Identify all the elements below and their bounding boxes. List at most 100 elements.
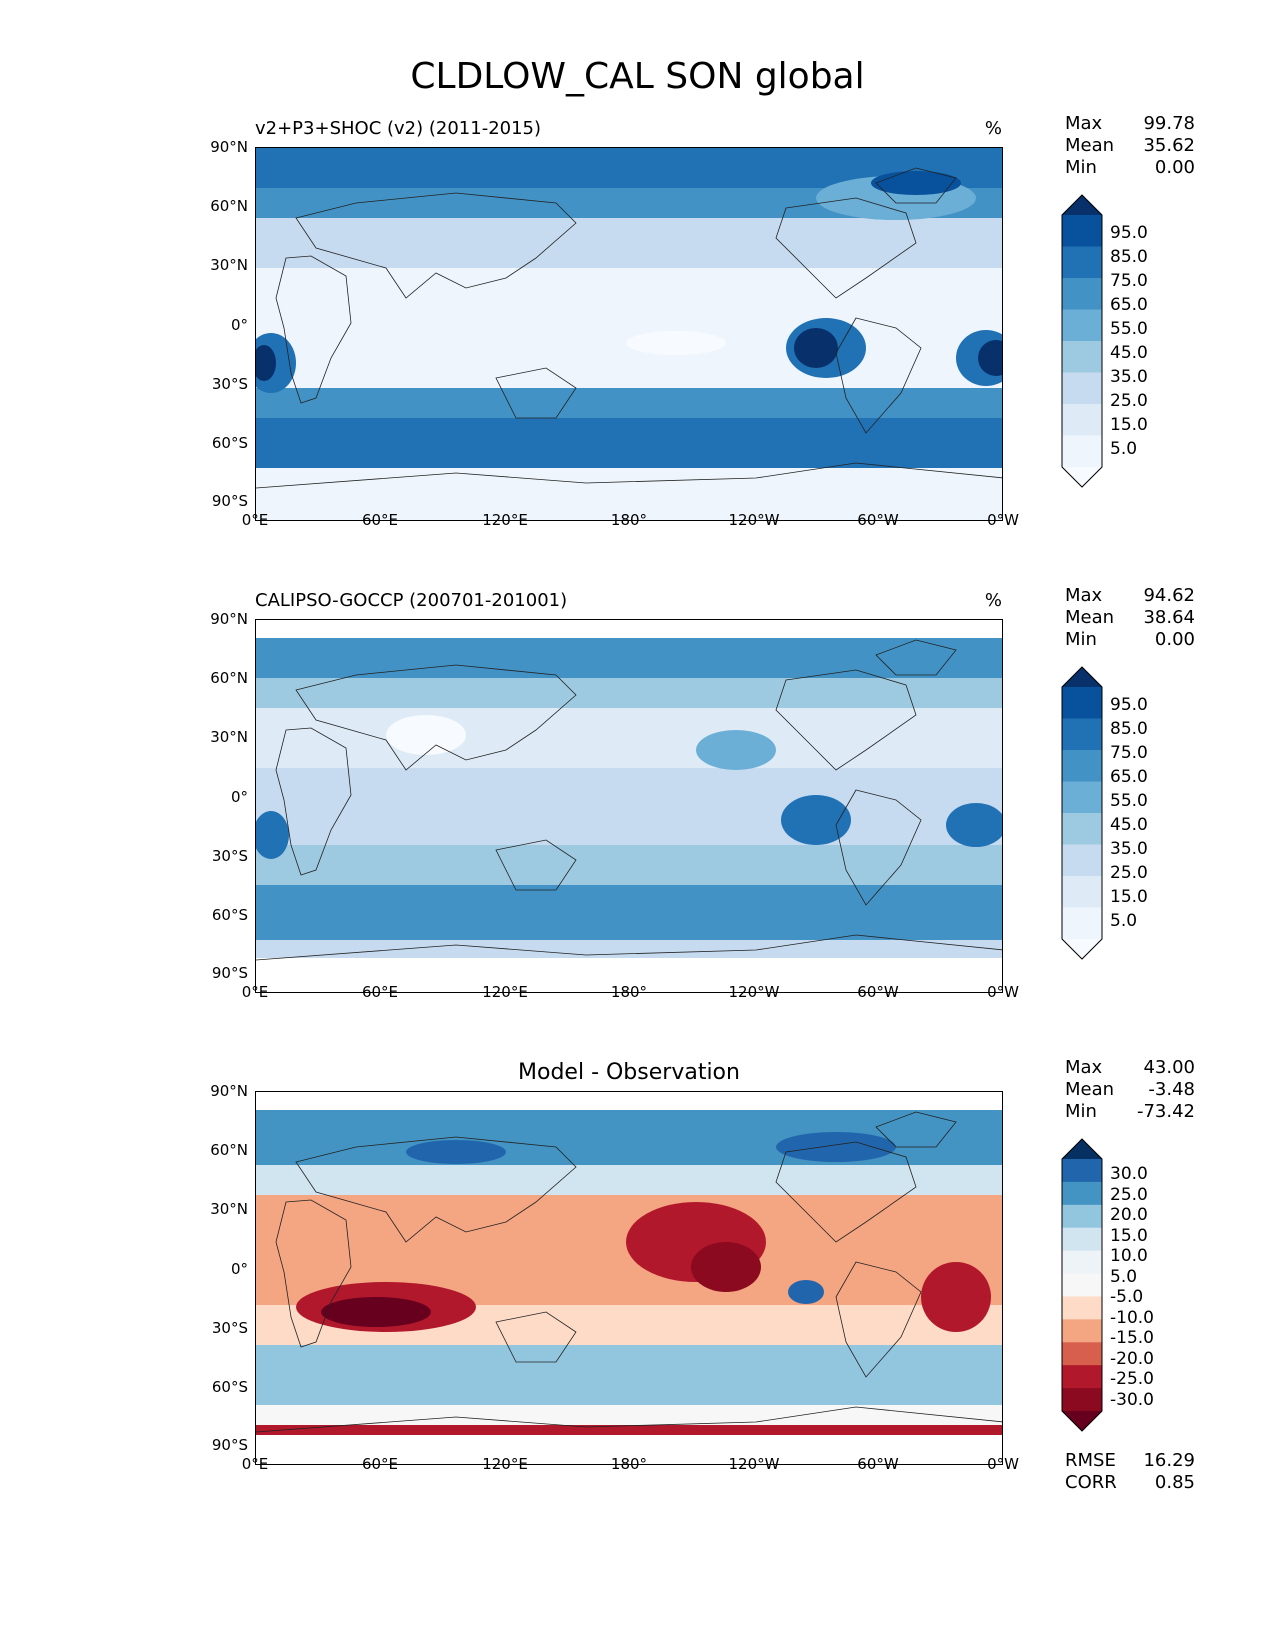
colorbar-segment	[1062, 907, 1102, 940]
stat-min: 0.00	[1154, 629, 1195, 650]
colorbar-label: 5.0	[1110, 439, 1138, 459]
colorbar-segment	[1062, 1342, 1102, 1366]
colorbar-label: 75.0	[1110, 271, 1148, 291]
lat-tick: 90°N	[210, 610, 248, 628]
colorbar-segment	[1062, 1273, 1102, 1297]
colorbar-extend-min	[1062, 467, 1102, 487]
colorbar-label: 45.0	[1110, 343, 1148, 363]
colorbar-label: 15.0	[1110, 1226, 1148, 1246]
units-label: %	[984, 118, 1002, 139]
colorbar-segment	[1062, 1296, 1102, 1320]
colorbar-extend-min	[1062, 1411, 1102, 1431]
colorbar-label: -20.0	[1110, 1349, 1154, 1369]
stat-mean: -3.48	[1148, 1079, 1195, 1100]
colorbar-label: 5.0	[1110, 911, 1138, 931]
lat-tick: 30°N	[210, 256, 248, 274]
colorbar-segment	[1062, 813, 1102, 845]
colorbar-diff	[1061, 1138, 1103, 1432]
lon-tick: 0°E	[241, 511, 269, 529]
panel-diff: Model - Observation	[0, 0, 1275, 1493]
colorbar-label: 75.0	[1110, 743, 1148, 763]
stat-min: -73.42	[1136, 1101, 1195, 1122]
lon-tick: 60°E	[361, 511, 399, 529]
lon-tick: 180°	[610, 511, 648, 529]
colorbar-label: 5.0	[1110, 1267, 1138, 1287]
colorbar-label: -30.0	[1110, 1390, 1154, 1410]
lat-tick: 30°S	[211, 847, 248, 865]
lat-tick: 90°N	[210, 1082, 248, 1100]
colorbar-label: 25.0	[1110, 1185, 1148, 1205]
lon-tick: 0°W	[987, 511, 1019, 529]
lon-tick: 0°E	[241, 1455, 269, 1473]
colorbar-extend-max	[1062, 195, 1102, 215]
stat-max: 94.62	[1143, 585, 1195, 606]
stat-mean: 38.64	[1143, 607, 1195, 628]
rmse-value: 16.29	[1143, 1450, 1195, 1471]
stat-max: 99.78	[1143, 113, 1195, 134]
colorbar-segment	[1062, 372, 1102, 405]
lat-tick: 90°S	[211, 964, 248, 982]
stat-mean: 35.62	[1143, 135, 1195, 156]
colorbar-outline	[1061, 1138, 1103, 1432]
colorbar-outline	[1061, 666, 1103, 960]
colorbar-label: 65.0	[1110, 295, 1148, 315]
rmse-label: RMSE	[1065, 1450, 1116, 1471]
colorbar-segment	[1062, 687, 1102, 719]
lon-tick: 60°W	[857, 511, 899, 529]
colorbar-segment	[1062, 750, 1102, 782]
lat-tick: 60°N	[210, 1141, 248, 1159]
lat-tick: 90°N	[210, 138, 248, 156]
lat-tick: 60°S	[211, 434, 248, 452]
colorbar-segment	[1062, 1319, 1102, 1343]
colorbar-label: 25.0	[1110, 863, 1148, 883]
colorbar-segment	[1062, 1388, 1102, 1412]
colorbar-label: 35.0	[1110, 839, 1148, 859]
lon-tick: 60°W	[857, 983, 899, 1001]
stat-max-label: Max	[1065, 585, 1103, 606]
colorbar-label: 55.0	[1110, 319, 1148, 339]
lat-tick: 30°S	[211, 1319, 248, 1337]
lon-tick: 0°W	[987, 1455, 1019, 1473]
corr-value: 0.85	[1154, 1472, 1195, 1493]
colorbar-label: -15.0	[1110, 1328, 1154, 1348]
colorbar-segment	[1062, 781, 1102, 814]
corr-label: CORR	[1065, 1472, 1117, 1493]
units-label: %	[984, 590, 1002, 611]
lat-tick: 60°S	[211, 1378, 248, 1396]
colorbar-label: 30.0	[1110, 1164, 1148, 1184]
lon-tick: 60°E	[361, 983, 399, 1001]
colorbar-label: 45.0	[1110, 815, 1148, 835]
colorbar-segment	[1062, 435, 1102, 468]
colorbar-segment	[1062, 718, 1102, 751]
lat-tick: 90°S	[211, 1436, 248, 1454]
colorbar-segment	[1062, 1181, 1102, 1206]
colorbar-segment	[1062, 1365, 1102, 1389]
colorbar-segment	[1062, 1250, 1102, 1275]
stat-mean-label: Mean	[1065, 1079, 1115, 1100]
panel-test: v2+P3+SHOC (v2) (2011-2015) %	[0, 0, 1275, 529]
colorbar-label: 35.0	[1110, 367, 1148, 387]
colorbar-label: 85.0	[1110, 719, 1148, 739]
panel-title: CALIPSO-GOCCP (200701-201001)	[255, 590, 568, 611]
stat-min-label: Min	[1065, 1101, 1097, 1122]
panel-title: Model - Observation	[518, 1060, 740, 1085]
colorbar-label: -5.0	[1110, 1287, 1144, 1307]
stat-min-label: Min	[1065, 157, 1097, 178]
lon-tick: 120°W	[728, 983, 780, 1001]
colorbar-reference	[1061, 666, 1103, 960]
colorbar-label: 10.0	[1110, 1246, 1148, 1266]
lat-tick: 90°S	[211, 492, 248, 510]
lon-tick: 120°E	[482, 1455, 528, 1473]
colorbar-segment	[1062, 215, 1102, 247]
lat-tick: 60°N	[210, 197, 248, 215]
map-diff[interactable]	[255, 1091, 1003, 1465]
lon-tick: 60°E	[361, 1455, 399, 1473]
stat-max-label: Max	[1065, 113, 1103, 134]
lon-tick: 120°W	[728, 1455, 780, 1473]
lon-tick: 120°E	[482, 511, 528, 529]
colorbar-segment	[1062, 844, 1102, 877]
map-reference[interactable]	[255, 619, 1003, 993]
map-test[interactable]	[255, 147, 1003, 521]
lat-tick: 0°	[230, 316, 248, 334]
lat-tick: 30°N	[210, 728, 248, 746]
